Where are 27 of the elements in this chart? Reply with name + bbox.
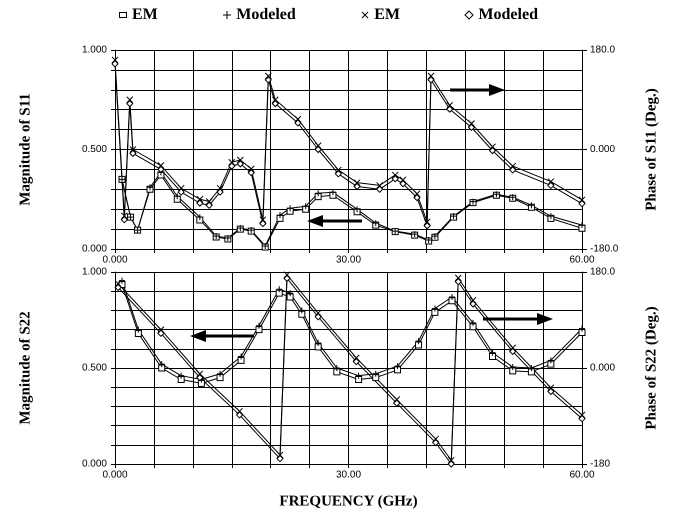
y2-axis-title: Phase of S11 (Deg.) [644, 88, 660, 211]
x-tick-label: 30.00 [336, 470, 362, 480]
y2-tick-label: 0.000 [590, 362, 616, 374]
y-axis-title: Magnitude of S11 [18, 93, 34, 206]
y-tick-label: 0.500 [82, 362, 108, 374]
y-tick-label: 1.000 [82, 44, 108, 56]
y2-tick-label: 0.000 [590, 144, 616, 155]
legend-label: Modeled [478, 6, 538, 24]
y-tick-label: 1.000 [82, 266, 108, 278]
y2-tick-label: 180.0 [590, 44, 616, 56]
x-tick-label: 60.00 [569, 470, 595, 480]
x-tick-label: 30.00 [336, 254, 362, 266]
legend-label: EM [374, 6, 400, 24]
x-tick-label: 0.000 [102, 254, 128, 266]
y-tick-label: 0.000 [82, 458, 108, 470]
y2-tick-label: 180.0 [590, 266, 616, 278]
y2-tick-label: -180.0 [590, 244, 619, 254]
legend-label: Modeled [236, 6, 296, 24]
x-tick-label: 60.00 [569, 254, 595, 266]
y-tick-label: 0.500 [82, 144, 108, 155]
legend-label: EM [132, 6, 158, 24]
x-tick-label: 0.000 [102, 470, 128, 480]
y2-axis-title: Phase of S22 (Deg.) [644, 306, 660, 430]
y-axis-title: Magnitude of S22 [18, 311, 34, 425]
x-axis-title: FREQUENCY (GHz) [279, 494, 418, 510]
y-tick-label: 0.000 [82, 244, 108, 254]
y2-tick-label: -180 [590, 458, 610, 470]
